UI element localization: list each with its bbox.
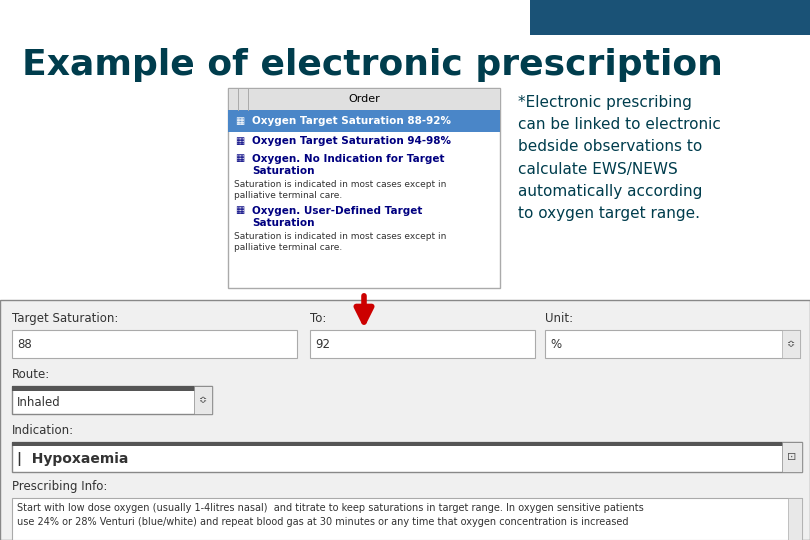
Text: Oxygen. User-Defined Target
Saturation: Oxygen. User-Defined Target Saturation [252, 206, 422, 228]
Bar [0, 300, 810, 540]
Text: Oxygen. No Indication for Target
Saturation: Oxygen. No Indication for Target Saturat… [252, 154, 445, 177]
Bar [12, 386, 212, 414]
Text: To:: To: [310, 312, 326, 325]
Text: 92: 92 [315, 338, 330, 350]
Text: %: % [550, 338, 561, 350]
Text: Unit:: Unit: [545, 312, 573, 325]
Text: Oxygen Target Saturation 88-92%: Oxygen Target Saturation 88-92% [252, 116, 451, 126]
Text: Prescribing Info:: Prescribing Info: [12, 480, 108, 493]
Bar [228, 110, 500, 132]
Text: 88: 88 [17, 338, 32, 350]
Text: Saturation is indicated in most cases except in
palliative terminal care.: Saturation is indicated in most cases ex… [234, 232, 446, 252]
Bar [12, 386, 212, 391]
Text: Indication:: Indication: [12, 424, 75, 437]
Text: ▦: ▦ [236, 136, 245, 146]
Text: |  Hypoxaemia: | Hypoxaemia [17, 452, 128, 466]
Bar [788, 498, 802, 540]
Text: Order: Order [348, 94, 380, 104]
Text: ▦: ▦ [236, 205, 245, 215]
Text: Oxygen Target Saturation 94-98%: Oxygen Target Saturation 94-98% [252, 136, 451, 146]
Bar [530, 0, 810, 35]
Text: Route:: Route: [12, 368, 50, 381]
Text: ⊡: ⊡ [787, 452, 797, 462]
Text: ≎: ≎ [787, 339, 795, 349]
Bar [12, 442, 802, 446]
Bar [782, 442, 802, 472]
Text: Target Saturation:: Target Saturation: [12, 312, 118, 325]
Bar [12, 442, 802, 472]
Bar [12, 330, 297, 358]
Text: Inhaled: Inhaled [17, 395, 61, 408]
Text: Saturation is indicated in most cases except in
palliative terminal care.: Saturation is indicated in most cases ex… [234, 180, 446, 200]
Bar [310, 330, 535, 358]
Bar [228, 88, 500, 110]
Text: Start with low dose oxygen (usually 1-4litres nasal)  and titrate to keep satura: Start with low dose oxygen (usually 1-4l… [17, 503, 644, 527]
Bar [545, 330, 800, 358]
Bar [194, 386, 212, 414]
Bar [12, 498, 802, 540]
Text: ▦: ▦ [236, 153, 245, 163]
Text: ≎: ≎ [199, 395, 207, 405]
Bar [782, 330, 800, 358]
Text: Example of electronic prescription: Example of electronic prescription [22, 48, 723, 82]
Bar [228, 88, 500, 288]
Text: ▦: ▦ [236, 116, 245, 126]
Text: *Electronic prescribing
can be linked to electronic
bedside observations to
calc: *Electronic prescribing can be linked to… [518, 95, 721, 221]
